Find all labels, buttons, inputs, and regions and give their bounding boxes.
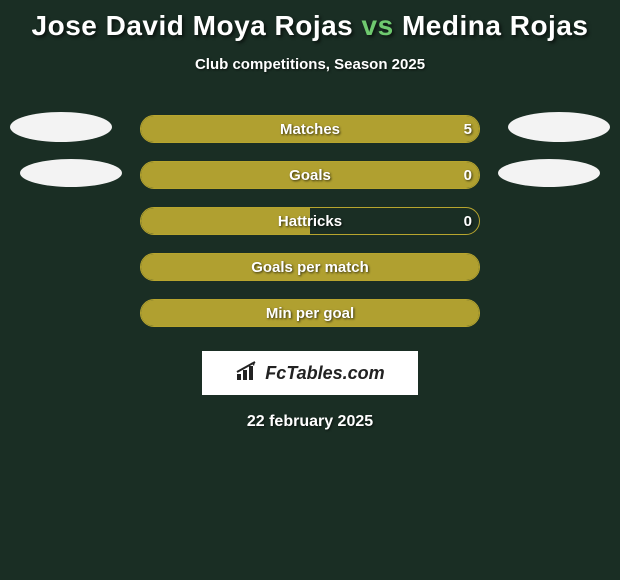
player1-name: Jose David Moya Rojas: [32, 10, 354, 41]
comparison-title: Jose David Moya Rojas vs Medina Rojas: [0, 0, 620, 42]
stat-row-goals-per-match: Goals per match: [0, 253, 620, 299]
stat-value-right: 0: [464, 161, 472, 189]
stat-bar: Goals per match: [140, 253, 480, 281]
stat-label: Matches: [141, 116, 479, 142]
stat-bar: Matches: [140, 115, 480, 143]
vs-text: vs: [362, 10, 394, 41]
stat-row-goals: Goals 0: [0, 161, 620, 207]
logo-text: FcTables.com: [265, 363, 384, 384]
player2-badge: [498, 159, 600, 187]
stat-bar: Min per goal: [140, 299, 480, 327]
stat-bar: Goals: [140, 161, 480, 189]
stat-row-hattricks: Hattricks 0: [0, 207, 620, 253]
stats-container: Matches 5 Goals 0 Hattricks 0 Goals per …: [0, 115, 620, 345]
stat-value-right: 0: [464, 207, 472, 235]
stat-label: Goals: [141, 162, 479, 188]
fctables-logo: FcTables.com: [202, 351, 418, 395]
stat-row-min-per-goal: Min per goal: [0, 299, 620, 345]
player2-name: Medina Rojas: [402, 10, 588, 41]
stat-label: Goals per match: [141, 254, 479, 280]
player1-badge: [20, 159, 122, 187]
stat-value-right: 5: [464, 115, 472, 143]
subtitle: Club competitions, Season 2025: [0, 56, 620, 73]
stat-label: Hattricks: [141, 208, 479, 234]
player1-badge: [10, 112, 112, 142]
date-text: 22 february 2025: [0, 413, 620, 431]
chart-icon: [235, 360, 261, 387]
stat-label: Min per goal: [141, 300, 479, 326]
stat-row-matches: Matches 5: [0, 115, 620, 161]
player2-badge: [508, 112, 610, 142]
stat-bar: Hattricks: [140, 207, 480, 235]
